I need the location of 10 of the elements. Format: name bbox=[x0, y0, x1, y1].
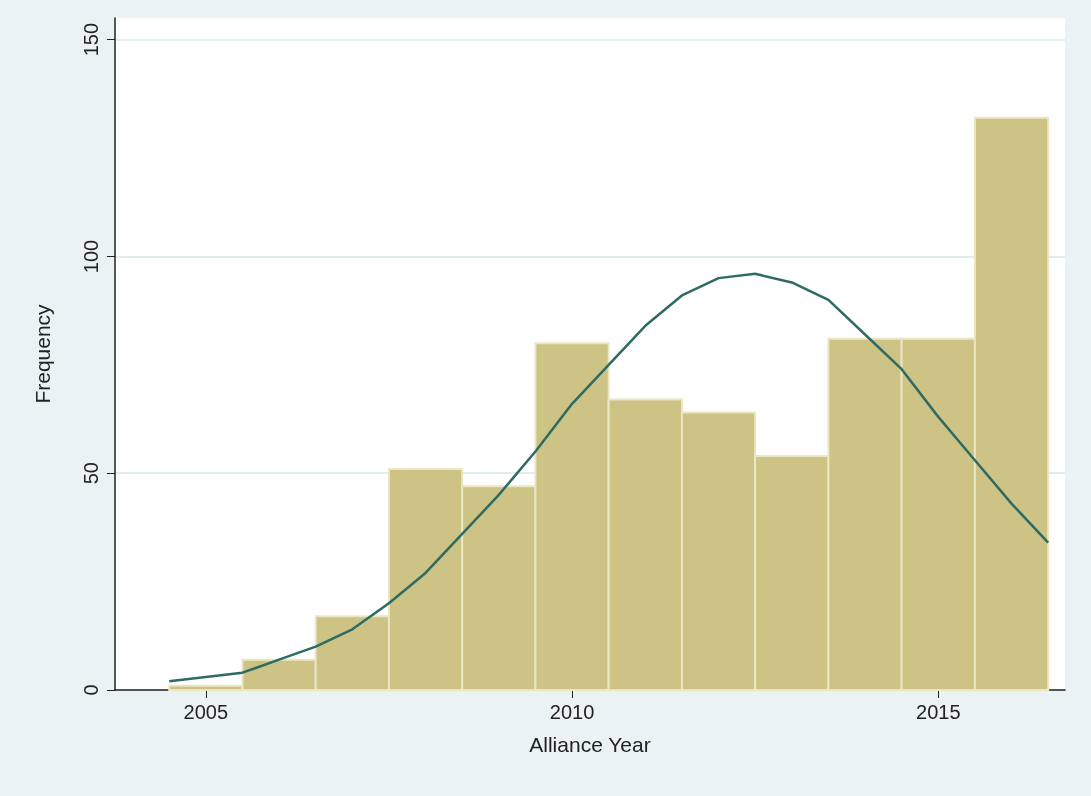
y-axis-title: Frequency bbox=[31, 303, 54, 404]
x-tick-label: 2015 bbox=[916, 701, 961, 723]
x-axis-title: Alliance Year bbox=[529, 733, 651, 756]
y-tick-label: 0 bbox=[80, 684, 102, 696]
line-series bbox=[167, 272, 1050, 683]
y-tick-label: 50 bbox=[80, 462, 102, 485]
y-tick-label: 100 bbox=[80, 239, 102, 274]
x-tick-label: 2005 bbox=[183, 701, 229, 723]
y-tick-label: 150 bbox=[80, 22, 102, 57]
x-tick-label: 2010 bbox=[549, 701, 595, 723]
